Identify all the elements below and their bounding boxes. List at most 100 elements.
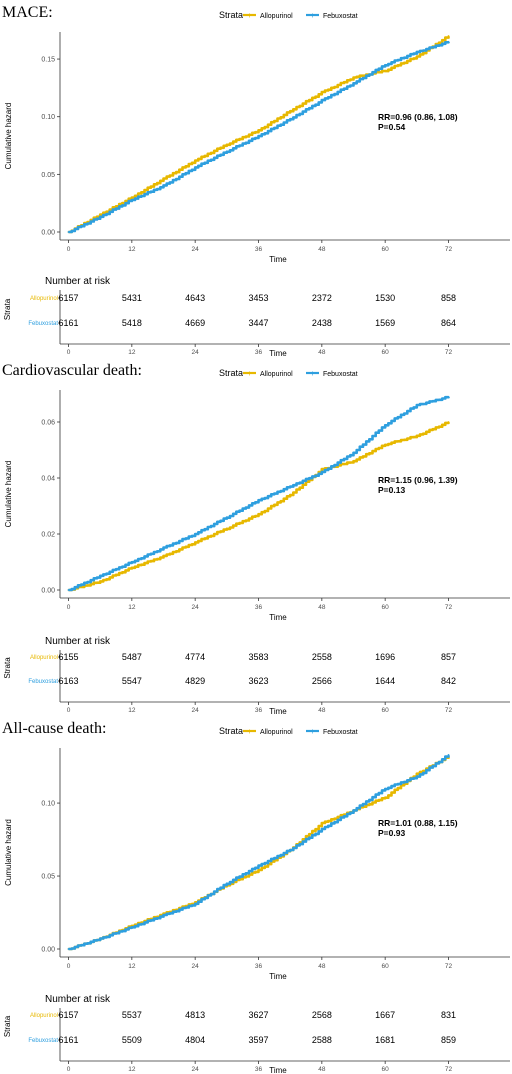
- risk-x-tick-label: 48: [318, 707, 326, 714]
- risk-count: 2588: [312, 1035, 332, 1045]
- data-point-allopurinol: [289, 110, 292, 112]
- data-point-allopurinol: [415, 55, 418, 58]
- risk-row-label: Febuxostat: [28, 1038, 58, 1044]
- y-axis-label: Cumulative hazard: [4, 819, 13, 886]
- data-point-allopurinol: [257, 129, 260, 132]
- risk-count: 1667: [375, 1010, 395, 1020]
- legend-marker: +: [247, 369, 252, 378]
- y-tick-label: 0.04: [41, 476, 55, 483]
- risk-count: 859: [441, 1035, 456, 1045]
- chart-title: Cardiovascular death:: [2, 362, 142, 379]
- data-point-allopurinol: [289, 493, 292, 496]
- data-point-febuxostat: [162, 914, 165, 917]
- data-point-febuxostat: [130, 926, 133, 929]
- x-tick-label: 72: [445, 963, 453, 970]
- risk-count: 1644: [375, 676, 395, 686]
- data-point-allopurinol: [415, 772, 418, 775]
- risk-count: 842: [441, 676, 456, 686]
- legend-label: Allopurinol: [260, 13, 293, 20]
- data-point-febuxostat: [257, 135, 260, 138]
- risk-row-label: Allopurinol: [30, 296, 58, 302]
- data-point-febuxostat: [415, 775, 418, 778]
- data-point-febuxostat: [352, 451, 355, 454]
- data-point-febuxostat: [384, 787, 387, 790]
- risk-x-tick-label: 0: [67, 349, 71, 356]
- data-point-allopurinol: [194, 541, 197, 544]
- x-tick-label: 60: [382, 246, 390, 253]
- y-tick-label: 0.00: [41, 947, 55, 954]
- rr-annotation: RR=1.15 (0.96, 1.39): [378, 475, 458, 485]
- risk-count: 6157: [58, 293, 78, 303]
- data-point-febuxostat: [320, 828, 323, 831]
- p-value-annotation: P=0.54: [378, 122, 405, 132]
- legend-marker: +: [310, 369, 315, 378]
- data-point-allopurinol: [320, 91, 323, 94]
- p-value-annotation: P=0.13: [378, 485, 405, 495]
- risk-x-tick-label: 24: [192, 707, 200, 714]
- risk-count: 6155: [58, 652, 78, 662]
- x-tick-label: 48: [318, 604, 326, 611]
- data-point-febuxostat: [130, 561, 133, 563]
- risk-count: 2568: [312, 1010, 332, 1020]
- risk-count: 5418: [122, 318, 142, 328]
- risk-x-tick-label: 12: [128, 707, 136, 714]
- data-point-febuxostat: [194, 533, 197, 535]
- data-point-febuxostat: [99, 937, 102, 940]
- y-axis-label: Cumulative hazard: [4, 461, 13, 528]
- legend: Strata + Allopurinol + Febuxostat: [219, 726, 358, 736]
- risk-x-tick-label: 0: [67, 1066, 71, 1073]
- legend-marker: +: [247, 11, 252, 20]
- legend: Strata + Allopurinol + Febuxostat: [219, 368, 358, 378]
- legend: Strata + Allopurinol + Febuxostat: [219, 10, 358, 20]
- data-point-allopurinol: [99, 580, 102, 583]
- x-tick-label: 48: [318, 246, 326, 253]
- y-tick-label: 0.00: [41, 230, 55, 237]
- data-point-febuxostat: [415, 51, 418, 54]
- risk-count: 4774: [185, 652, 205, 662]
- x-tick-label: 0: [67, 246, 71, 253]
- x-tick-label: 36: [255, 963, 263, 970]
- risk-time-label: Time: [269, 349, 287, 358]
- risk-table-title: Number at risk: [45, 276, 111, 287]
- data-point-allopurinol: [352, 76, 355, 79]
- risk-x-tick-label: 36: [255, 349, 263, 356]
- data-point-febuxostat: [67, 231, 70, 233]
- legend-marker: +: [310, 11, 315, 20]
- legend-marker: +: [310, 727, 315, 736]
- data-point-allopurinol: [130, 566, 133, 569]
- data-point-febuxostat: [447, 40, 450, 43]
- legend-label: Febuxostat: [323, 13, 358, 20]
- y-tick-label: 0.05: [41, 874, 55, 881]
- data-point-febuxostat: [257, 499, 260, 502]
- risk-row-label: Febuxostat: [28, 679, 58, 685]
- legend-label: Febuxostat: [323, 729, 358, 736]
- risk-row-label: Allopurinol: [30, 1013, 58, 1019]
- chart-panel-1: MACE: Strata + Allopurinol + Febuxostat 0.00 0.…: [2, 4, 510, 358]
- data-point-allopurinol: [225, 527, 228, 530]
- data-point-allopurinol: [130, 196, 133, 199]
- risk-count: 3627: [248, 1010, 268, 1020]
- risk-count: 4829: [185, 676, 205, 686]
- y-tick-label: 0.02: [41, 532, 55, 539]
- data-point-allopurinol: [257, 513, 260, 516]
- risk-x-tick-label: 24: [192, 349, 200, 356]
- risk-count: 864: [441, 318, 456, 328]
- data-point-febuxostat: [320, 471, 323, 474]
- risk-x-tick-label: 72: [445, 1066, 453, 1073]
- data-point-allopurinol: [415, 435, 418, 437]
- data-point-febuxostat: [257, 864, 260, 867]
- risk-count: 5537: [122, 1010, 142, 1020]
- risk-count: 2438: [312, 318, 332, 328]
- risk-count: 1681: [375, 1035, 395, 1045]
- x-axis-label: Time: [269, 613, 287, 622]
- risk-count: 6161: [58, 318, 78, 328]
- data-point-febuxostat: [384, 423, 387, 426]
- data-point-allopurinol: [99, 213, 102, 216]
- y-tick-label: 0.15: [41, 57, 55, 64]
- data-point-febuxostat: [447, 754, 450, 756]
- x-tick-label: 36: [255, 246, 263, 253]
- risk-table: Number at risk Strata Allopurinol 6157 5431 4…: [3, 276, 510, 358]
- data-point-febuxostat: [289, 485, 292, 488]
- risk-count: 4669: [185, 318, 205, 328]
- data-point-febuxostat: [415, 404, 418, 407]
